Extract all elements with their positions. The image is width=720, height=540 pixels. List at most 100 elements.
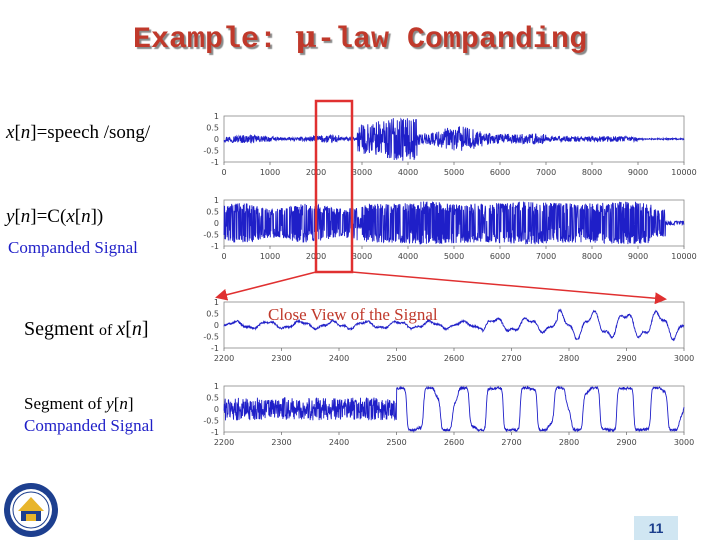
x-tick-label: 2300 bbox=[271, 438, 291, 447]
segment-y-idx: n bbox=[119, 394, 128, 413]
x-tick-label: 7000 bbox=[536, 252, 556, 261]
y-signal-idx: n bbox=[20, 206, 31, 227]
y-tick-label: 1 bbox=[214, 196, 219, 205]
y-signal-plot: 0 1000 2000 3000 4000 5000 6000 7000 8000 9000 100… bbox=[203, 196, 696, 261]
y-tick-label: -1 bbox=[211, 344, 219, 353]
x-signal-desc: =speech /song/ bbox=[36, 122, 151, 143]
x-tick-label: 2700 bbox=[501, 354, 521, 363]
y-tick-label: 1 bbox=[214, 112, 219, 121]
x-tick-label: 4000 bbox=[398, 252, 418, 261]
y-tick-label: -0.5 bbox=[203, 417, 219, 426]
arrow-left bbox=[215, 271, 317, 301]
x-tick-label: 10000 bbox=[671, 252, 696, 261]
y-tick-label: 0 bbox=[214, 405, 219, 414]
x-tick-label: 2500 bbox=[386, 438, 406, 447]
university-seal-icon bbox=[4, 483, 58, 537]
y-tick-label: -0.5 bbox=[203, 147, 219, 156]
x-tick-label: 2900 bbox=[616, 438, 636, 447]
y-tick-label: -0.5 bbox=[203, 231, 219, 240]
x-tick-label: 2000 bbox=[306, 168, 326, 177]
x-tick-label: 0 bbox=[221, 168, 226, 177]
signal-waveform bbox=[223, 385, 685, 433]
x-signal-plot: 0 1000 2000 3000 4000 5000 6000 7000 8000 9000 100… bbox=[203, 112, 696, 177]
y-tick-label: 1 bbox=[214, 382, 219, 391]
x-tick-label: 5000 bbox=[444, 252, 464, 261]
signal-waveform bbox=[223, 201, 685, 245]
y-signal-var: y bbox=[6, 206, 15, 227]
y-tick-label: 0.5 bbox=[206, 310, 219, 319]
slide-title: Example: μ-law Companding bbox=[0, 20, 720, 57]
x-tick-label: 1000 bbox=[260, 252, 280, 261]
x-tick-label: 2400 bbox=[329, 354, 349, 363]
y-tick-label: 0.5 bbox=[206, 124, 219, 133]
page-number: 11 bbox=[634, 516, 678, 540]
x-segment-plot: 2200 2300 2400 2500 2600 2700 2800 2900 3000 1 0.5… bbox=[203, 298, 694, 363]
close-view-label: Close View of the Signal bbox=[268, 305, 438, 324]
y-segment-plot: 2200 2300 2400 2500 2600 2700 2800 2900 3000 1 0.5… bbox=[203, 382, 694, 447]
y-tick-label: 0 bbox=[214, 135, 219, 144]
x-tick-label: 8000 bbox=[582, 252, 602, 261]
y-tick-label: -1 bbox=[211, 242, 219, 251]
x-tick-label: 10000 bbox=[671, 168, 696, 177]
x-tick-label: 3000 bbox=[674, 438, 694, 447]
y-signal-eq: =C( bbox=[36, 206, 67, 227]
y-tick-label: 0.5 bbox=[206, 394, 219, 403]
x-tick-label: 0 bbox=[221, 252, 226, 261]
title-mu-symbol: μ bbox=[295, 20, 317, 55]
y-tick-label: 0 bbox=[214, 321, 219, 330]
x-tick-label: 2400 bbox=[329, 438, 349, 447]
y-signal-close: ]) bbox=[90, 206, 104, 227]
segment-x-of: of bbox=[99, 322, 117, 339]
y-tick-label: 0 bbox=[214, 219, 219, 228]
companded-signal-label-2: Companded Signal bbox=[24, 416, 154, 435]
x-tick-label: 1000 bbox=[260, 168, 280, 177]
signal-waveform bbox=[223, 117, 685, 161]
x-tick-label: 2900 bbox=[616, 354, 636, 363]
x-tick-label: 7000 bbox=[536, 168, 556, 177]
title-prefix: Example: bbox=[132, 23, 295, 57]
y-signal-var2: x bbox=[66, 206, 75, 227]
segment-y-var: y bbox=[106, 394, 114, 413]
segment-x-label: Segment of x[n] bbox=[24, 318, 149, 340]
x-tick-label: 3000 bbox=[352, 168, 372, 177]
x-tick-label: 2500 bbox=[386, 354, 406, 363]
x-tick-label: 2800 bbox=[559, 354, 579, 363]
x-tick-label: 2200 bbox=[214, 354, 234, 363]
x-tick-label: 2700 bbox=[501, 438, 521, 447]
title-suffix: -law Companding bbox=[316, 23, 588, 57]
x-tick-label: 3000 bbox=[352, 252, 372, 261]
segment-y-label: Segment of y[n] bbox=[24, 394, 134, 413]
y-signal-idx2: n bbox=[81, 206, 91, 227]
x-signal-label: x[n]=speech /song/ bbox=[6, 122, 151, 143]
x-tick-label: 2200 bbox=[214, 438, 234, 447]
x-tick-label: 6000 bbox=[490, 252, 510, 261]
x-tick-label: 2600 bbox=[444, 354, 464, 363]
x-tick-label: 2300 bbox=[271, 354, 291, 363]
arrow-right bbox=[351, 271, 667, 305]
segment-x-prefix: Segment bbox=[24, 318, 99, 340]
y-tick-label: -0.5 bbox=[203, 333, 219, 342]
companded-signal-label: Companded Signal bbox=[8, 238, 138, 257]
x-tick-label: 3000 bbox=[674, 354, 694, 363]
y-tick-label: 0.5 bbox=[206, 208, 219, 217]
y-signal-label: y[n]=C(x[n]) bbox=[6, 206, 104, 227]
y-tick-label: -1 bbox=[211, 158, 219, 167]
x-tick-label: 8000 bbox=[582, 168, 602, 177]
y-tick-label: 1 bbox=[214, 298, 219, 307]
x-tick-label: 2800 bbox=[559, 438, 579, 447]
segment-x-var: x bbox=[116, 318, 126, 340]
signal-waveform bbox=[223, 308, 685, 342]
x-tick-label: 6000 bbox=[490, 168, 510, 177]
x-tick-label: 9000 bbox=[628, 168, 648, 177]
x-signal-var: x bbox=[6, 122, 15, 143]
x-tick-label: 2000 bbox=[306, 252, 326, 261]
x-tick-label: 2600 bbox=[444, 438, 464, 447]
x-tick-label: 9000 bbox=[628, 252, 648, 261]
y-tick-label: -1 bbox=[211, 428, 219, 437]
x-tick-label: 5000 bbox=[444, 168, 464, 177]
segment-x-idx: n bbox=[131, 318, 142, 340]
segment-y-prefix: Segment of bbox=[24, 394, 107, 413]
x-tick-label: 4000 bbox=[398, 168, 418, 177]
x-signal-idx: n bbox=[20, 122, 31, 143]
